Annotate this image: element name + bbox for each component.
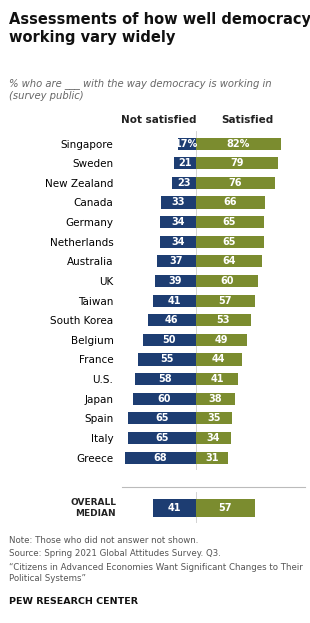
Text: 66: 66 <box>223 197 237 207</box>
Text: % who are ___ with the way democracy is working in
(survey public): % who are ___ with the way democracy is … <box>9 78 272 101</box>
Text: PEW RESEARCH CENTER: PEW RESEARCH CENTER <box>9 597 138 606</box>
Text: Satisfied: Satisfied <box>222 115 274 125</box>
Text: 39: 39 <box>168 276 182 286</box>
Text: 33: 33 <box>172 197 185 207</box>
Bar <box>196 295 255 307</box>
Text: 65: 65 <box>223 217 236 227</box>
Text: 34: 34 <box>171 217 184 227</box>
Text: 57: 57 <box>219 503 232 513</box>
Text: 46: 46 <box>165 315 178 325</box>
Bar <box>196 353 241 366</box>
Text: 53: 53 <box>217 315 230 325</box>
Text: 65: 65 <box>223 237 236 247</box>
Bar <box>128 412 196 424</box>
Bar <box>161 196 196 209</box>
Bar <box>153 295 196 307</box>
Text: 64: 64 <box>222 256 236 267</box>
Bar <box>178 138 196 150</box>
Bar <box>196 314 251 326</box>
Text: 55: 55 <box>160 354 174 364</box>
Text: 60: 60 <box>220 276 234 286</box>
Bar <box>196 157 278 169</box>
Text: 50: 50 <box>163 335 176 345</box>
Text: 41: 41 <box>167 503 181 513</box>
Bar <box>171 177 196 189</box>
Bar <box>174 157 196 169</box>
Bar <box>196 255 263 267</box>
Bar <box>196 373 238 385</box>
Bar <box>196 138 281 150</box>
Text: 35: 35 <box>207 413 221 424</box>
Text: 41: 41 <box>210 374 224 384</box>
Bar <box>157 255 196 267</box>
Bar <box>196 196 265 209</box>
Text: 23: 23 <box>177 178 190 188</box>
Text: 34: 34 <box>207 433 220 443</box>
Text: 57: 57 <box>219 295 232 306</box>
Bar <box>148 314 196 326</box>
Bar <box>160 216 196 228</box>
Text: 68: 68 <box>153 452 167 463</box>
Text: 82%: 82% <box>227 138 250 149</box>
Bar <box>128 432 196 444</box>
Text: 37: 37 <box>170 256 183 267</box>
Bar <box>153 499 196 516</box>
Bar <box>125 452 196 464</box>
Text: 60: 60 <box>157 394 171 404</box>
Text: OVERALL
MEDIAN: OVERALL MEDIAN <box>70 498 116 518</box>
Bar <box>155 275 196 287</box>
Text: 58: 58 <box>158 374 172 384</box>
Text: 65: 65 <box>155 413 168 424</box>
Text: 41: 41 <box>167 295 181 306</box>
Bar <box>196 334 247 346</box>
Bar <box>135 373 196 385</box>
Text: 65: 65 <box>155 433 168 443</box>
Bar <box>196 452 228 464</box>
Bar <box>143 334 196 346</box>
Text: Note: Those who did not answer not shown.: Note: Those who did not answer not shown… <box>9 536 199 545</box>
Text: “Citizens in Advanced Economies Want Significant Changes to Their: “Citizens in Advanced Economies Want Sig… <box>9 563 303 572</box>
Text: 44: 44 <box>212 354 225 364</box>
Bar <box>196 216 264 228</box>
Bar <box>196 499 255 516</box>
Bar <box>138 353 196 366</box>
Bar <box>196 432 231 444</box>
Text: Not satisfied: Not satisfied <box>121 115 197 125</box>
Text: 34: 34 <box>171 237 184 247</box>
Text: 38: 38 <box>209 394 222 404</box>
Bar <box>196 275 258 287</box>
Bar <box>196 412 232 424</box>
Text: Source: Spring 2021 Global Attitudes Survey. Q3.: Source: Spring 2021 Global Attitudes Sur… <box>9 549 221 558</box>
Bar <box>133 392 196 405</box>
Text: 49: 49 <box>215 335 228 345</box>
Bar <box>196 392 235 405</box>
Text: 21: 21 <box>178 158 191 168</box>
Text: 17%: 17% <box>175 138 198 149</box>
Bar <box>160 235 196 248</box>
Bar <box>196 235 264 248</box>
Text: Assessments of how well democracy is
working vary widely: Assessments of how well democracy is wor… <box>9 12 310 45</box>
Text: Political Systems”: Political Systems” <box>9 574 86 583</box>
Text: 76: 76 <box>228 178 242 188</box>
Text: 79: 79 <box>230 158 244 168</box>
Bar <box>196 177 275 189</box>
Text: 31: 31 <box>205 452 219 463</box>
